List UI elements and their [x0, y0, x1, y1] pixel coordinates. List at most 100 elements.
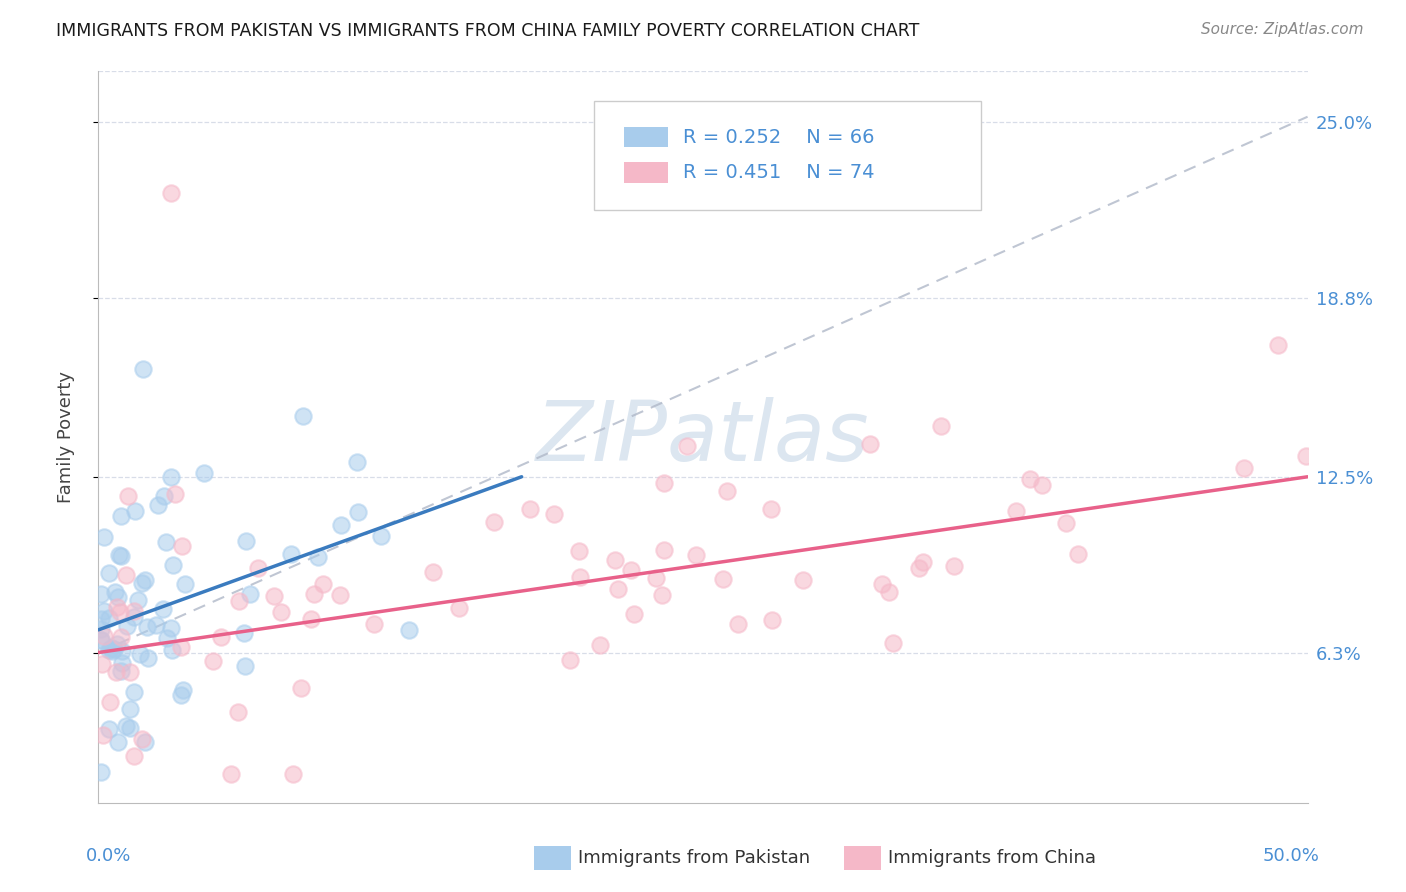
Point: [91, 728, 114, 742]
Point: [169, 640, 191, 655]
Point: [90, 764, 112, 779]
Point: [567, 543, 589, 558]
Point: [93, 629, 115, 643]
Point: [877, 584, 900, 599]
Point: [103, 642, 125, 657]
Point: [623, 607, 645, 621]
Point: [107, 600, 129, 615]
Point: [558, 653, 581, 667]
Point: [1233, 461, 1256, 475]
Point: [90, 633, 112, 648]
Point: [620, 563, 643, 577]
Point: [91, 657, 114, 671]
Point: [105, 637, 128, 651]
Point: [232, 626, 254, 640]
Point: [155, 535, 177, 549]
Point: [160, 621, 183, 635]
Point: [311, 576, 333, 591]
Text: R = 0.451    N = 74: R = 0.451 N = 74: [683, 163, 875, 182]
Point: [152, 602, 174, 616]
Point: [870, 576, 893, 591]
Point: [398, 623, 420, 637]
Text: Immigrants from Pakistan: Immigrants from Pakistan: [578, 849, 810, 867]
Point: [97, 643, 120, 657]
Point: [607, 582, 630, 596]
Point: [603, 552, 626, 566]
Point: [1018, 472, 1040, 486]
Point: [170, 688, 193, 702]
Point: [302, 587, 325, 601]
Point: [1067, 547, 1090, 561]
Point: [98, 695, 121, 709]
Point: [447, 601, 470, 615]
Point: [118, 721, 141, 735]
Point: [307, 549, 329, 564]
Point: [209, 630, 232, 644]
Point: [134, 573, 156, 587]
Point: [882, 636, 904, 650]
Point: [761, 613, 783, 627]
Point: [156, 631, 179, 645]
Point: [163, 487, 186, 501]
Point: [162, 558, 184, 573]
Point: [1005, 504, 1028, 518]
Point: [226, 706, 249, 720]
Point: [1295, 449, 1317, 463]
Point: [422, 565, 444, 579]
Point: [115, 719, 138, 733]
Point: [160, 643, 183, 657]
Point: [370, 529, 392, 543]
Point: [299, 612, 322, 626]
Point: [929, 419, 952, 434]
FancyBboxPatch shape: [595, 101, 981, 211]
Point: [654, 476, 676, 491]
Point: [675, 439, 697, 453]
Point: [93, 530, 115, 544]
Point: [111, 656, 134, 670]
Point: [193, 466, 215, 480]
Point: [145, 618, 167, 632]
Point: [233, 659, 256, 673]
Point: [329, 518, 352, 533]
Bar: [624, 127, 668, 147]
Point: [132, 362, 155, 376]
Point: [908, 561, 931, 575]
Point: [239, 587, 262, 601]
Text: Immigrants from China: Immigrants from China: [887, 849, 1095, 867]
Point: [101, 644, 124, 658]
Point: [519, 501, 541, 516]
Text: IMMIGRANTS FROM PAKISTAN VS IMMIGRANTS FROM CHINA FAMILY POVERTY CORRELATION CHA: IMMIGRANTS FROM PAKISTAN VS IMMIGRANTS F…: [56, 22, 920, 40]
Y-axis label: Family Poverty: Family Poverty: [56, 371, 75, 503]
Point: [117, 618, 139, 632]
Point: [110, 643, 132, 657]
Text: R = 0.252    N = 66: R = 0.252 N = 66: [683, 128, 875, 146]
Point: [135, 620, 157, 634]
Point: [568, 570, 591, 584]
Point: [124, 504, 146, 518]
Point: [98, 722, 121, 736]
Point: [108, 549, 131, 563]
Point: [153, 489, 176, 503]
Point: [859, 437, 882, 451]
Point: [792, 573, 814, 587]
Point: [482, 516, 505, 530]
Point: [270, 605, 292, 619]
Point: [104, 585, 127, 599]
Point: [652, 542, 675, 557]
Point: [281, 767, 304, 781]
Point: [912, 555, 935, 569]
Point: [90, 632, 112, 647]
Point: [90, 587, 112, 601]
Point: [93, 604, 115, 618]
Point: [727, 617, 749, 632]
Point: [90, 622, 112, 636]
Point: [100, 641, 122, 656]
Point: [122, 748, 145, 763]
Point: [172, 682, 194, 697]
Text: Source: ZipAtlas.com: Source: ZipAtlas.com: [1201, 22, 1364, 37]
Point: [280, 547, 302, 561]
Point: [117, 489, 139, 503]
Point: [645, 571, 668, 585]
Point: [108, 605, 131, 619]
Text: ZIPatlas: ZIPatlas: [536, 397, 870, 477]
